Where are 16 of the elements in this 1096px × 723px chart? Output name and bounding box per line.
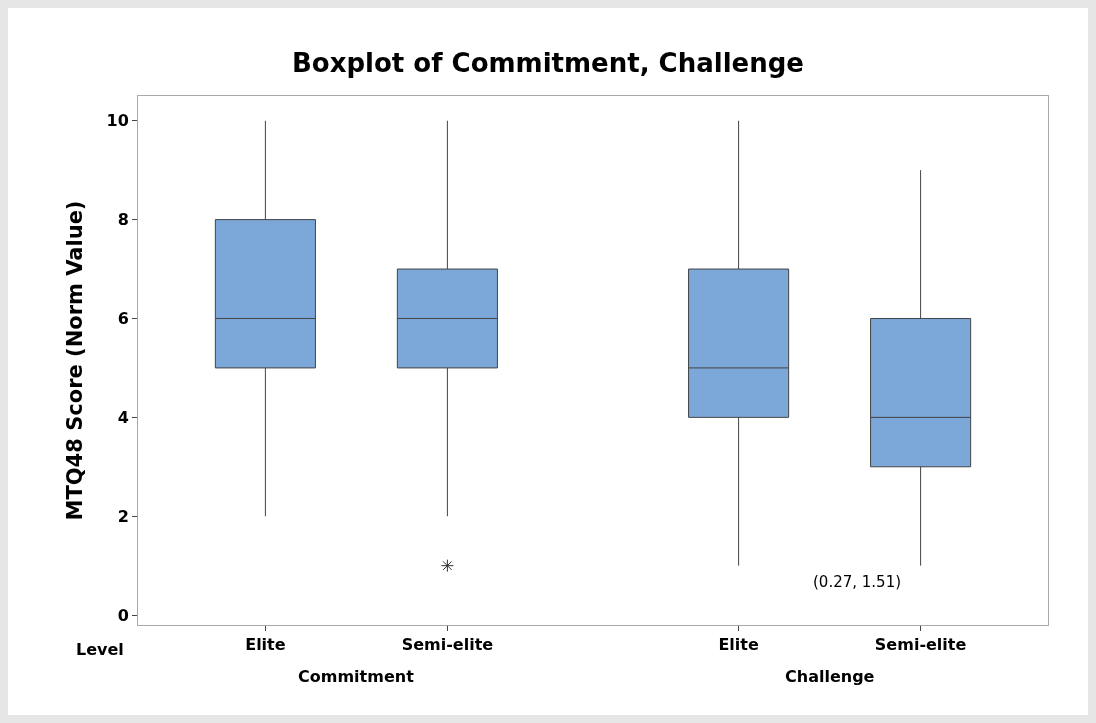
x-tick-label: Semi-elite: [401, 635, 494, 655]
text: Challenge: [785, 667, 875, 686]
text: Level: [76, 640, 124, 659]
y-tick-label: 2: [117, 506, 129, 526]
y-tick-label: 0: [117, 605, 129, 625]
y-tick-label: 4: [117, 407, 129, 427]
y-tick-label: 6: [117, 309, 129, 329]
annotation: (0.27, 1.51): [813, 573, 902, 591]
x-tick-label: Semi-elite: [874, 635, 967, 655]
text: Commitment: [298, 667, 415, 686]
chart-title: Boxplot of Commitment, Challenge: [292, 48, 804, 79]
x-tick-label: Elite: [718, 635, 759, 655]
y-axis-title: MTQ48 Score (Norm Value): [62, 200, 87, 521]
y-tick-label: 8: [117, 210, 129, 230]
y-tick-label: 10: [106, 111, 129, 131]
x-tick-label: Elite: [245, 635, 286, 655]
